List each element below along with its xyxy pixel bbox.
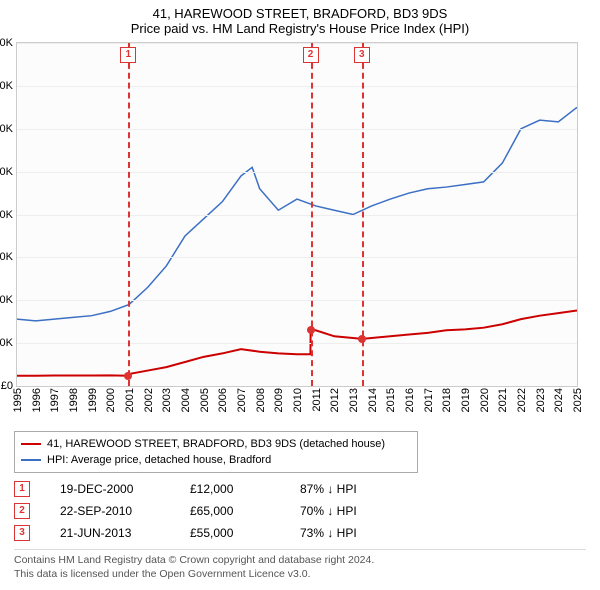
event-row: 2 22-SEP-2010 £65,000 70% ↓ HPI xyxy=(14,503,586,519)
x-tick-label: 2005 xyxy=(199,388,211,412)
x-tick-label: 1999 xyxy=(87,388,99,412)
gridline-h xyxy=(17,257,577,258)
legend-swatch-price xyxy=(21,443,41,445)
x-tick-label: 2008 xyxy=(255,388,267,412)
x-tick-label: 2006 xyxy=(217,388,229,412)
y-tick-label: £50K xyxy=(0,337,13,349)
event-price: £55,000 xyxy=(190,526,270,540)
x-tick-label: 2018 xyxy=(441,388,453,412)
gridline-h xyxy=(17,172,577,173)
x-tick-label: 2019 xyxy=(460,388,472,412)
event-dot-3 xyxy=(358,335,366,343)
legend-label-price: 41, HAREWOOD STREET, BRADFORD, BD3 9DS (… xyxy=(47,436,385,452)
event-id-box: 2 xyxy=(14,503,30,519)
x-tick-label: 2010 xyxy=(292,388,304,412)
footer-line2: This data is licensed under the Open Gov… xyxy=(14,568,311,580)
gridline-h xyxy=(17,86,577,87)
x-tick-label: 2012 xyxy=(329,388,341,412)
x-tick-label: 2021 xyxy=(497,388,509,412)
legend-item-hpi: HPI: Average price, detached house, Brad… xyxy=(21,452,411,468)
event-id-box: 1 xyxy=(14,481,30,497)
x-tick-label: 2009 xyxy=(273,388,285,412)
chart-plot-area: £0£50K£100K£150K£200K£250K£300K£350K£400… xyxy=(16,42,578,387)
event-row: 1 19-DEC-2000 £12,000 87% ↓ HPI xyxy=(14,481,586,497)
x-tick-label: 2004 xyxy=(180,388,192,412)
chart-subtitle: Price paid vs. HM Land Registry's House … xyxy=(14,21,586,36)
event-price: £12,000 xyxy=(190,482,270,496)
x-tick-label: 2007 xyxy=(236,388,248,412)
y-tick-label: £350K xyxy=(0,80,13,92)
x-tick-label: 2025 xyxy=(572,388,584,412)
x-tick-label: 2022 xyxy=(516,388,528,412)
event-row: 3 21-JUN-2013 £55,000 73% ↓ HPI xyxy=(14,525,586,541)
events-table: 1 19-DEC-2000 £12,000 87% ↓ HPI 2 22-SEP-2010… xyxy=(14,481,586,541)
event-date: 22-SEP-2010 xyxy=(60,504,160,518)
event-id-box: 3 xyxy=(14,525,30,541)
footer-line1: Contains HM Land Registry data © Crown c… xyxy=(14,554,374,566)
legend-label-hpi: HPI: Average price, detached house, Brad… xyxy=(47,452,271,468)
gridline-h xyxy=(17,343,577,344)
gridline-h xyxy=(17,300,577,301)
y-tick-label: £400K xyxy=(0,37,13,49)
event-dot-1 xyxy=(124,372,132,380)
x-tick-label: 2020 xyxy=(479,388,491,412)
event-date: 21-JUN-2013 xyxy=(60,526,160,540)
x-tick-label: 2002 xyxy=(143,388,155,412)
legend-box: 41, HAREWOOD STREET, BRADFORD, BD3 9DS (… xyxy=(14,431,418,473)
legend-swatch-hpi xyxy=(21,459,41,461)
x-tick-label: 2024 xyxy=(553,388,565,412)
y-tick-label: £150K xyxy=(0,251,13,263)
legend-item-price: 41, HAREWOOD STREET, BRADFORD, BD3 9DS (… xyxy=(21,436,411,452)
event-marker-3: 3 xyxy=(354,47,370,63)
event-delta: 73% ↓ HPI xyxy=(300,526,357,540)
x-tick-label: 2014 xyxy=(367,388,379,412)
x-tick-label: 1996 xyxy=(31,388,43,412)
event-vline xyxy=(128,43,130,386)
x-tick-label: 2001 xyxy=(124,388,136,412)
x-tick-label: 2011 xyxy=(311,388,323,412)
event-delta: 87% ↓ HPI xyxy=(300,482,357,496)
event-marker-2: 2 xyxy=(303,47,319,63)
x-tick-label: 2003 xyxy=(161,388,173,412)
x-tick-label: 1997 xyxy=(49,388,61,412)
event-vline xyxy=(311,43,313,386)
x-tick-label: 1995 xyxy=(12,388,24,412)
gridline-h xyxy=(17,215,577,216)
x-tick-label: 2013 xyxy=(348,388,360,412)
x-tick-label: 2016 xyxy=(404,388,416,412)
y-tick-label: £250K xyxy=(0,166,13,178)
footer-note: Contains HM Land Registry data © Crown c… xyxy=(14,549,586,581)
event-dot-2 xyxy=(307,326,315,334)
x-tick-label: 2017 xyxy=(423,388,435,412)
gridline-h xyxy=(17,43,577,44)
x-tick-label: 2023 xyxy=(535,388,547,412)
y-tick-label: £100K xyxy=(0,294,13,306)
event-marker-1: 1 xyxy=(120,47,136,63)
chart-title: 41, HAREWOOD STREET, BRADFORD, BD3 9DS xyxy=(14,6,586,21)
y-tick-label: £200K xyxy=(0,209,13,221)
event-price: £65,000 xyxy=(190,504,270,518)
event-delta: 70% ↓ HPI xyxy=(300,504,357,518)
x-tick-label: 2015 xyxy=(385,388,397,412)
x-tick-label: 2000 xyxy=(105,388,117,412)
x-tick-label: 1998 xyxy=(68,388,80,412)
gridline-h xyxy=(17,129,577,130)
event-date: 19-DEC-2000 xyxy=(60,482,160,496)
y-tick-label: £300K xyxy=(0,123,13,135)
